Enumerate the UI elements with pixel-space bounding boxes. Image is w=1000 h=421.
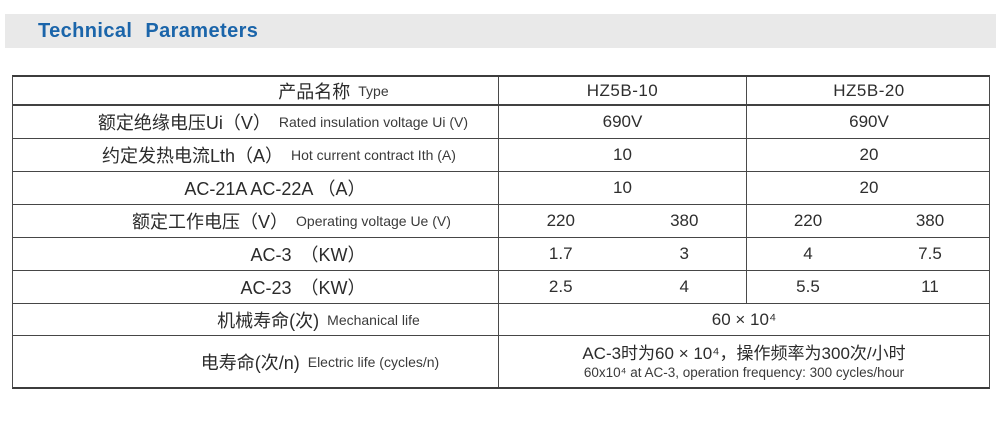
table-row: 约定发热电流Lth（A） Hot current contract Ith (A… bbox=[13, 139, 989, 172]
param-label-zh: 机械寿命(次) bbox=[217, 310, 320, 331]
section-title: Technical Parameters bbox=[38, 19, 259, 42]
param-label-cell: 电寿命(次/n) Electric life (cycles/n) bbox=[13, 336, 498, 387]
table-row: AC-21A AC-22A （A） 10 20 bbox=[13, 172, 989, 205]
param-value-pair: 5.5 11 bbox=[746, 271, 991, 303]
table-row: 额定绝缘电压Ui（V） Rated insulation voltage Ui … bbox=[13, 106, 989, 139]
param-label-zh: AC-23 （KW） bbox=[240, 278, 366, 298]
param-value-pair: 2.5 4 bbox=[498, 271, 746, 303]
column-header-model-2: HZ5B-20 bbox=[746, 77, 991, 104]
param-label-cell: 产品名称 Type bbox=[13, 77, 498, 104]
param-value-pair: 4 7.5 bbox=[746, 238, 991, 270]
param-value: 10 bbox=[498, 172, 746, 204]
technical-parameters-table: 产品名称 Type HZ5B-10 HZ5B-20 额定绝缘电压Ui（V） Ra… bbox=[12, 75, 990, 389]
table-row-electric-life: 电寿命(次/n) Electric life (cycles/n) AC-3时为… bbox=[13, 336, 989, 387]
param-value: 4 bbox=[803, 244, 813, 263]
param-label-cell: AC-21A AC-22A （A） bbox=[13, 172, 498, 204]
param-label-en: Rated insulation voltage Ui (V) bbox=[278, 114, 469, 130]
param-value-pair: 1.7 3 bbox=[498, 238, 746, 270]
param-label-zh: 电寿命(次/n) bbox=[200, 352, 300, 373]
electric-life-zh: AC-3时为60 × 10⁴，操作频率为300次/小时 bbox=[582, 343, 906, 363]
param-label-cell: 约定发热电流Lth（A） Hot current contract Ith (A… bbox=[13, 139, 498, 171]
electric-life-en: 60x10⁴ at AC-3, operation frequency: 300… bbox=[583, 364, 905, 380]
param-value: 2.5 bbox=[548, 277, 573, 296]
param-label-zh: 额定绝缘电压Ui（V） bbox=[97, 113, 271, 133]
param-label-zh: AC-3 （KW） bbox=[250, 245, 366, 265]
param-label-cell: 额定工作电压（V） Operating voltage Ue (V) bbox=[13, 205, 498, 237]
param-value: 690V bbox=[746, 106, 991, 138]
param-value-span: AC-3时为60 × 10⁴，操作频率为300次/小时 60x10⁴ at AC… bbox=[498, 336, 989, 387]
table-row: 额定工作电压（V） Operating voltage Ue (V) 220 3… bbox=[13, 205, 989, 238]
param-value: 3 bbox=[679, 244, 689, 263]
param-value: 20 bbox=[746, 172, 991, 204]
param-label-en: Hot current contract Ith (A) bbox=[290, 147, 456, 163]
param-value: 220 bbox=[793, 211, 823, 230]
param-value: 1.7 bbox=[548, 244, 573, 263]
param-label-en: Electric life (cycles/n) bbox=[307, 353, 440, 370]
param-label-cell: AC-3 （KW） bbox=[13, 238, 498, 270]
param-label-cell: 额定绝缘电压Ui（V） Rated insulation voltage Ui … bbox=[13, 106, 498, 138]
param-value-pair: 220 380 bbox=[498, 205, 746, 237]
table-row-mechanical-life: 机械寿命(次) Mechanical life 60 × 10⁴ bbox=[13, 304, 989, 336]
param-value: 4 bbox=[679, 277, 689, 296]
param-value: 380 bbox=[915, 211, 945, 230]
param-label-zh: 额定工作电压（V） bbox=[132, 212, 289, 232]
param-value-span: 60 × 10⁴ bbox=[498, 304, 989, 335]
column-header-model-1: HZ5B-10 bbox=[498, 77, 746, 104]
param-value-pair: 220 380 bbox=[746, 205, 991, 237]
param-value: 5.5 bbox=[796, 277, 820, 296]
param-label-zh: 产品名称 bbox=[278, 81, 351, 102]
param-value: 7.5 bbox=[918, 244, 942, 263]
section-title-band: Technical Parameters bbox=[5, 14, 996, 48]
param-label-en: Mechanical life bbox=[327, 311, 420, 328]
table-row-header: 产品名称 Type HZ5B-10 HZ5B-20 bbox=[13, 77, 989, 106]
param-label-en: Type bbox=[358, 82, 389, 99]
param-value: 380 bbox=[670, 211, 699, 230]
param-label-zh: AC-21A AC-22A （A） bbox=[184, 179, 366, 199]
param-label-en: Operating voltage Ue (V) bbox=[296, 213, 451, 229]
param-label-cell: AC-23 （KW） bbox=[13, 271, 498, 303]
param-value: 220 bbox=[546, 211, 575, 230]
table-row: AC-23 （KW） 2.5 4 5.5 11 bbox=[13, 271, 989, 304]
param-value: 690V bbox=[498, 106, 746, 138]
param-label-zh: 约定发热电流Lth（A） bbox=[101, 146, 283, 166]
param-value: 11 bbox=[921, 277, 939, 296]
param-value: 10 bbox=[498, 139, 746, 171]
param-label-cell: 机械寿命(次) Mechanical life bbox=[13, 304, 498, 335]
table-row: AC-3 （KW） 1.7 3 4 7.5 bbox=[13, 238, 989, 271]
param-value: 20 bbox=[746, 139, 991, 171]
